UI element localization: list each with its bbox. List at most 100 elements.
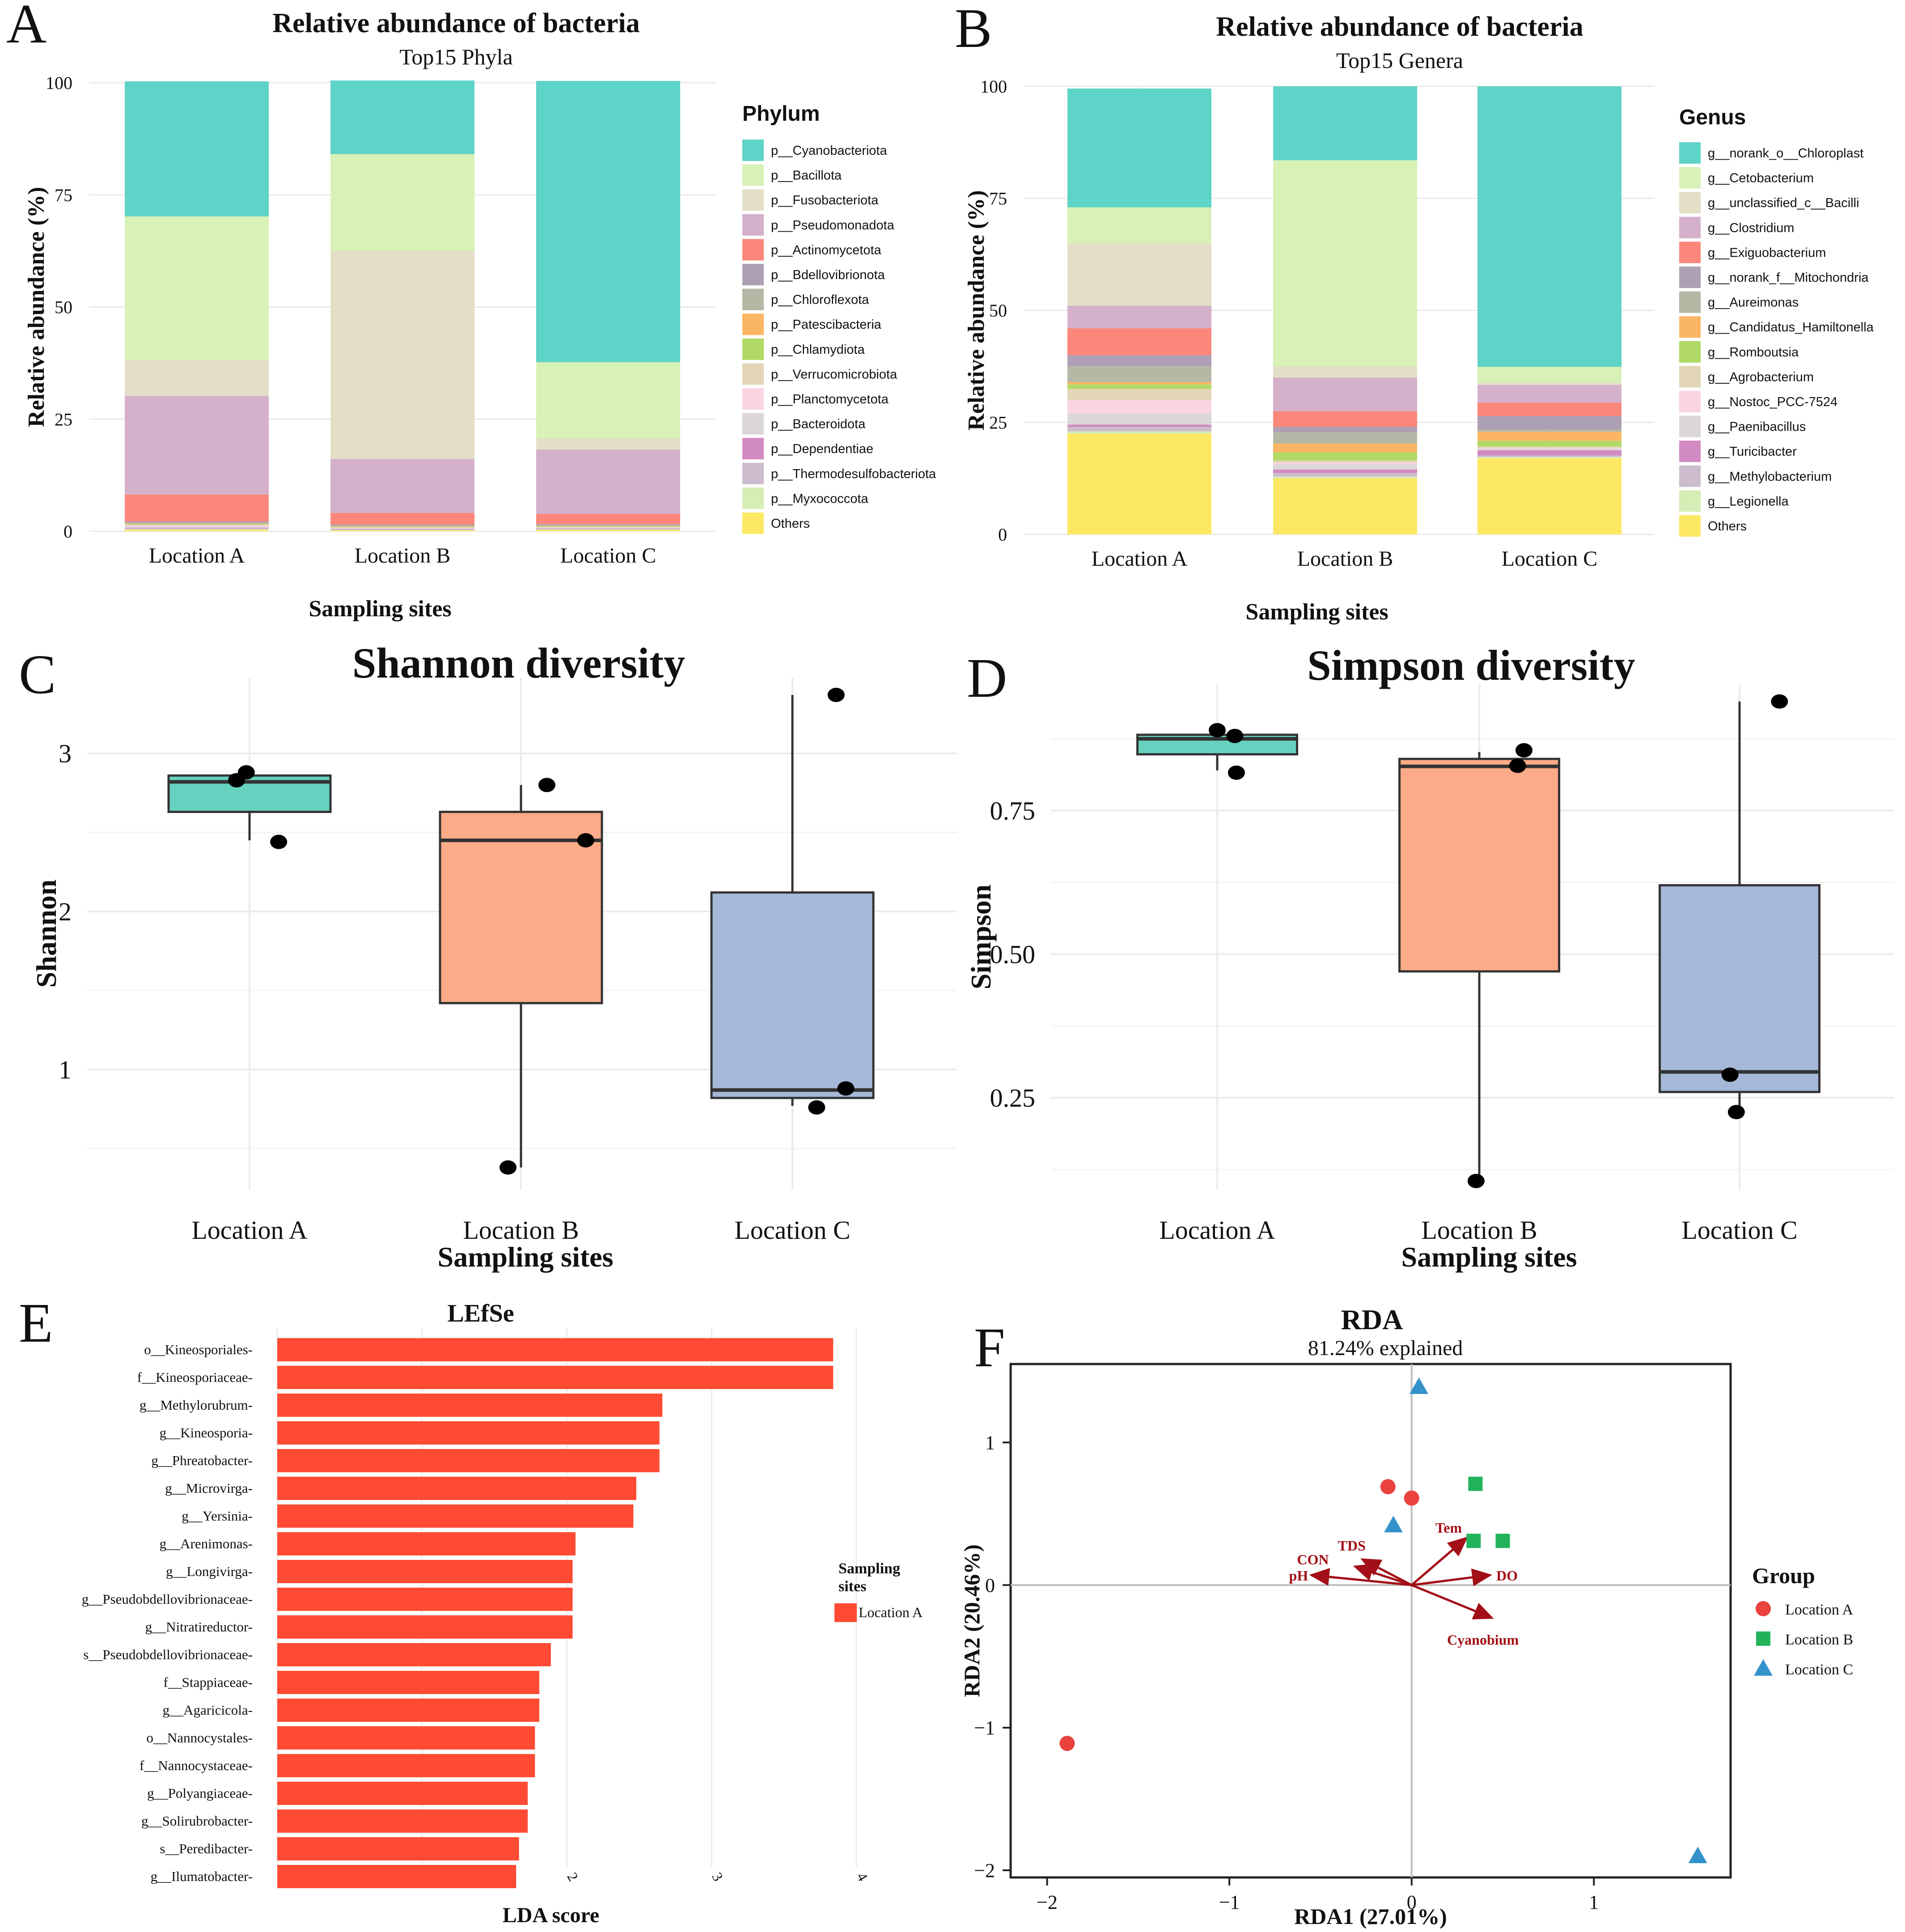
chart-a-bar-segment [125,360,269,396]
chart-f-legend-marker [1756,1601,1771,1616]
chart-b-legend-swatch [1679,167,1701,189]
chart-a-legend-swatch [742,288,764,310]
chart-a-title: Relative abundance of bacteria [272,8,639,38]
chart-f-arrow-label: DO [1496,1568,1518,1584]
chart-f-legend-label: Location A [1785,1602,1853,1618]
chart-b-bar-segment [1273,432,1417,444]
chart-e-ytick-label: g__Methylorubrum- [140,1397,253,1413]
chart-b-bar-segment [1067,328,1211,356]
chart-e-bar [277,1809,528,1833]
chart-c-box [710,891,875,1099]
chart-e-ytick-label: g__Kineosporia- [160,1425,253,1441]
chart-a-bar-segment [125,216,269,360]
chart-f-legend-title: Group [1752,1563,1815,1588]
chart-f-arrow-label: Cyanobium [1447,1632,1519,1648]
chart-b-bar-segment [1273,452,1417,461]
chart-b-bar-segment [1477,441,1621,447]
chart-a-ylabel: Relative abundance (%) [24,187,49,427]
chart-e-ytick-label: g__Solirubrobacter- [141,1813,253,1829]
chart-b-bar-segment [1477,446,1621,448]
chart-a-legend-swatch [742,513,764,534]
chart-a-bar-segment [125,525,269,526]
chart-e-bar [277,1726,535,1750]
chart-b-legend-label: g__Nostoc_PCC-7524 [1708,395,1837,409]
chart-e-ytick-label: f__Kineosporiaceae- [137,1369,253,1385]
chart-d-data-point [1467,1174,1485,1188]
chart-c-xtick-label: Location A [191,1216,307,1245]
chart-b-bar-segment [1273,478,1417,534]
chart-b-bar-segment [1067,424,1211,427]
chart-d-data-point [1228,765,1245,780]
chart-a-legend-label: p__Cyanobacteriota [771,144,887,158]
chart-d-xtick-label: Location B [1421,1216,1537,1245]
chart-b-bar-segment [1477,416,1621,430]
chart-b-ytick-label: 100 [980,76,1007,97]
chart-d-data-point [1721,1068,1739,1082]
chart-f-point [1495,1534,1510,1548]
chart-a-bar-segment [330,528,474,529]
chart-a-bar-segment [536,449,680,514]
chart-a-bar-segment [125,529,269,530]
chart-b-legend-swatch [1679,515,1701,537]
chart-a-legend-swatch [742,314,764,335]
chart-a-legend-label: p__Dependentiae [771,442,873,456]
chart-f-ytick-label: 1 [985,1432,995,1453]
chart-a-bar-segment [125,522,269,524]
chart-b-legend-label: g__Agrobacterium [1708,370,1814,384]
chart-b-legend-label: g__unclassified_c__Bacilli [1708,196,1859,210]
chart-b-ylabel: Relative abundance (%) [964,190,989,430]
chart-a-xtick-label: Location A [149,544,245,568]
chart-e-bar [277,1837,519,1860]
chart-a-bar-segment [125,526,269,528]
chart-a-legend-swatch [742,189,764,211]
chart-b-legend-swatch [1679,192,1701,214]
chart-e-ytick-label: g__Polyangiaceae- [147,1785,253,1801]
chart-b-xlabel: Sampling sites [1245,599,1388,625]
chart-b-bar-segment [1477,86,1621,367]
chart-f-ytick-label: −2 [974,1860,995,1881]
chart-c-data-point [808,1100,826,1115]
chart-b-legend-label: g__Aureimonas [1708,296,1799,310]
chart-a-bar-segment [536,362,680,439]
chart-d-xtick-label: Location C [1681,1216,1797,1245]
chart-b-legend-swatch [1679,316,1701,338]
chart-f-title: RDA [1341,1304,1403,1335]
chart-b-bar-segment [1273,427,1417,432]
chart-b-bar-segment [1477,457,1621,458]
chart-a-bar-segment [330,154,474,251]
chart-f-plot-frame [1009,1363,1732,1879]
chart-a-bar-segment [536,525,680,526]
chart-b-legend-label: g__Paenibacillus [1708,420,1806,434]
chart-e-ytick-label: f__Stappiaceae- [163,1674,253,1690]
chart-a-legend-swatch [742,462,764,484]
chart-b-bar-segment [1477,450,1621,456]
chart-f-arrow [1411,1584,1494,1619]
chart-b-bar-segment [1477,432,1621,441]
chart-a-bar-segment [536,527,680,529]
chart-e-ytick-label: o__Nannocystales- [146,1730,253,1746]
chart-a-bar-segment [125,524,269,525]
chart-e-bar [277,1449,660,1472]
chart-b-bar-segment [1477,367,1621,383]
chart-b-bar-segment [1273,366,1417,378]
chart-b-legend-label: Others [1708,519,1747,534]
chart-d-ytick-label: 0.75 [990,797,1036,826]
chart-a-xtick-label: Location C [560,544,656,568]
chart-d-data-point [1209,723,1226,737]
chart-a-bar-segment [330,526,474,527]
chart-e-xtick-label: 3 [709,1870,726,1884]
chart-e-bar [277,1421,660,1445]
chart-a-legend-label: p__Pseudomonadota [771,218,895,233]
chart-d-data-point [1771,694,1788,709]
chart-e-ytick-label: o__Kineosporiales- [144,1342,253,1357]
chart-b-ytick-label: 75 [989,189,1007,209]
chart-e-bar [277,1588,573,1611]
chart-b-legend-swatch [1679,216,1701,238]
chart-c-data-point [837,1081,855,1096]
chart-b-bar-segment [1067,384,1211,389]
chart-a-bar-segment [330,459,474,513]
chart-f-point [1059,1736,1075,1751]
chart-b-legend-label: g__Cetobacterium [1708,171,1814,186]
chart-a-bar-segment [125,81,269,216]
chart-c-xlabel: Sampling sites [438,1241,614,1273]
